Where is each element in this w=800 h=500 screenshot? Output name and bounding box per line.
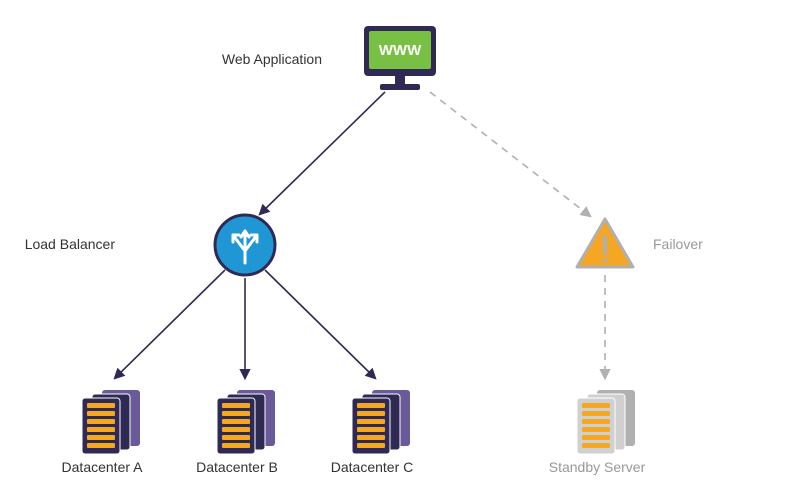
edge-load_balancer-dc_c	[265, 270, 375, 378]
server-rack-icon	[217, 390, 275, 454]
edge-web_app-load_balancer	[260, 92, 385, 214]
edge-web_app-failover	[430, 92, 590, 216]
server-rack-icon	[577, 390, 635, 454]
server-label: Datacenter C	[331, 459, 413, 475]
load-balancer-label: Load Balancer	[25, 236, 116, 252]
server-rack-icon	[352, 390, 410, 454]
architecture-diagram: WWW Web Application Load Balancer Failov…	[0, 0, 800, 500]
server-label: Datacenter A	[62, 459, 144, 475]
web-application-node: WWW Web Application	[222, 26, 436, 90]
monitor-neck	[395, 76, 405, 84]
datacenter-a-node: Datacenter A	[62, 390, 144, 475]
datacenter-c-node: Datacenter C	[331, 390, 413, 475]
failover-node: Failover	[577, 219, 703, 267]
server-label: Datacenter B	[196, 459, 278, 475]
web-application-label: Web Application	[222, 51, 322, 67]
datacenter-b-node: Datacenter B	[196, 390, 278, 475]
failover-label: Failover	[653, 236, 703, 252]
edge-load_balancer-dc_a	[115, 270, 225, 378]
monitor-base	[380, 84, 420, 90]
monitor-text: WWW	[379, 42, 422, 59]
server-rack-icon	[82, 390, 140, 454]
server-label: Standby Server	[549, 459, 646, 475]
standby-server-node: Standby Server	[549, 390, 646, 475]
exclamation-dot	[603, 258, 608, 263]
load-balancer-node: Load Balancer	[25, 215, 275, 275]
